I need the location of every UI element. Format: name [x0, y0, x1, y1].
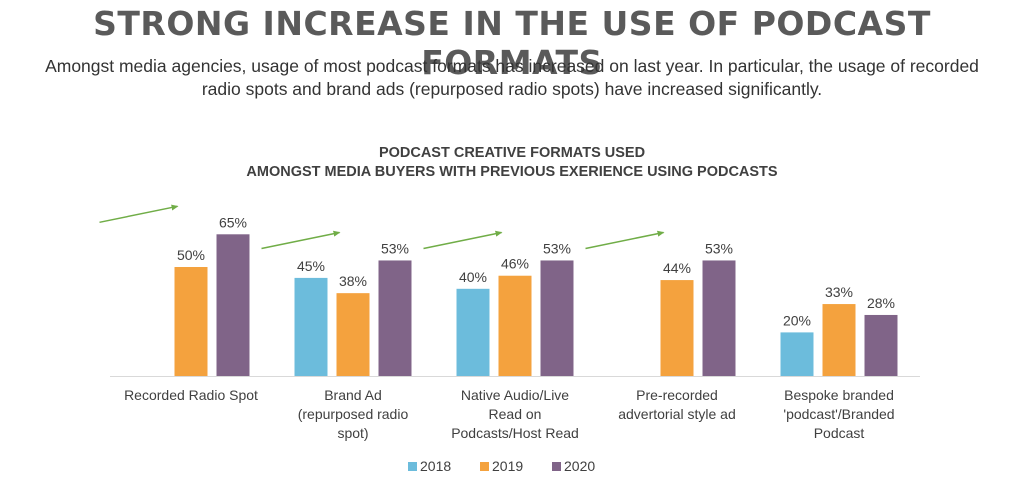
category-label: Recorded Radio Spot: [124, 387, 258, 403]
data-label: 40%: [459, 269, 487, 285]
data-label: 33%: [825, 284, 853, 300]
category-label-line: Podcast: [814, 425, 865, 441]
data-label: 50%: [177, 247, 205, 263]
legend-label: 2019: [492, 458, 523, 474]
bar: [864, 314, 898, 376]
category-label-line: Pre-recorded: [636, 387, 718, 403]
category-label-line: Recorded Radio Spot: [124, 387, 258, 403]
category-label: Bespoke branded 'podcast'/Branded Podcast: [783, 387, 894, 441]
data-label: 53%: [381, 240, 409, 256]
category-label: Brand Ad (repurposed radio spot): [298, 387, 409, 441]
trend-arrow: [99, 204, 179, 224]
trend-arrow: [585, 230, 665, 250]
bar: [822, 304, 856, 376]
data-label: 20%: [783, 312, 811, 328]
data-label: 53%: [543, 240, 571, 256]
data-label: 53%: [705, 240, 733, 256]
category-label-line: Native Audio/Live: [461, 387, 569, 403]
bar: [174, 267, 208, 376]
bar: [294, 277, 328, 376]
category-label-line: Podcasts/Host Read: [451, 425, 579, 441]
bar: [336, 293, 370, 376]
legend-swatch: [408, 462, 417, 471]
trend-arrow: [423, 230, 503, 250]
bar: [660, 280, 694, 376]
data-label: 46%: [501, 256, 529, 272]
category-label-group: Recorded Radio Spot Brand Ad (repurposed r…: [124, 387, 895, 441]
bar: [540, 260, 574, 376]
page-headline: STRONG INCREASE IN THE USE OF PODCAST FO…: [93, 4, 931, 82]
category-label-line: Bespoke branded: [784, 387, 894, 403]
value-label-group: 50% 65% 45% 38% 53% 40% 46% 53% 44% 53% 20% 33% 28%: [177, 214, 895, 328]
chart-title-line: AMONGST MEDIA BUYERS WITH PREVIOUS EXERI…: [246, 164, 778, 180]
chart-title: PODCAST CREATIVE FORMATS USED AMONGST MED…: [246, 145, 778, 180]
legend-swatch: [480, 462, 489, 471]
bar: [216, 234, 250, 376]
category-label-line: Brand Ad: [324, 387, 382, 403]
category-label-line: spot): [337, 425, 368, 441]
chart-title-line: PODCAST CREATIVE FORMATS USED: [379, 145, 645, 161]
data-label: 65%: [219, 214, 247, 230]
bar: [702, 260, 736, 376]
trend-arrow-group: [99, 204, 665, 250]
category-label-line: (repurposed radio: [298, 406, 409, 422]
data-label: 38%: [339, 273, 367, 289]
page-subtitle: Amongst media agencies, usage of most po…: [45, 56, 979, 99]
category-label-line: advertorial style ad: [618, 406, 736, 422]
legend-label: 2020: [564, 458, 595, 474]
bar: [456, 288, 490, 376]
bar: [498, 275, 532, 376]
legend: 2018 2019 2020: [408, 458, 595, 474]
category-label: Native Audio/Live Read on Podcasts/Host Re…: [451, 387, 579, 441]
category-label-line: 'podcast'/Branded: [783, 406, 894, 422]
bar: [780, 332, 814, 376]
data-label: 28%: [867, 295, 895, 311]
legend-label: 2018: [420, 458, 451, 474]
data-label: 45%: [297, 258, 325, 274]
category-label-line: Read on: [489, 406, 542, 422]
bar-group: [174, 234, 898, 376]
category-label: Pre-recorded advertorial style ad: [618, 387, 736, 422]
legend-swatch: [552, 462, 561, 471]
trend-arrow: [261, 230, 341, 250]
data-label: 44%: [663, 260, 691, 276]
bar: [378, 260, 412, 376]
